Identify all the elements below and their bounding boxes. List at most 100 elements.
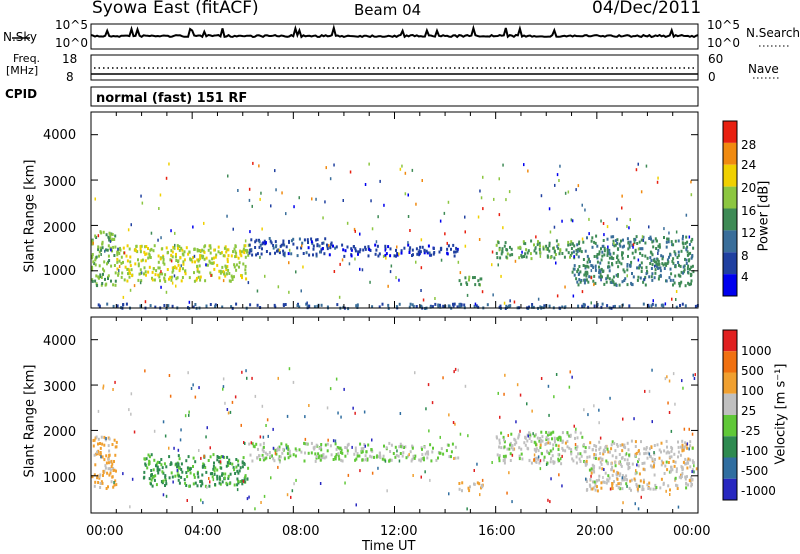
- echo-cell: [643, 447, 646, 451]
- echo-cell: [362, 458, 365, 462]
- echo-cell: [557, 453, 560, 457]
- echo-cell: [684, 284, 687, 288]
- echo-cell: [107, 260, 110, 264]
- echo-cell: [227, 476, 230, 480]
- echo-cell: [102, 272, 104, 276]
- echo-cell: [687, 457, 690, 461]
- echo-cell: [448, 413, 450, 417]
- echo-cell: [614, 243, 617, 247]
- echo-cell: [356, 454, 359, 458]
- echo-cell: [237, 481, 240, 485]
- echo-cell: [439, 247, 442, 251]
- echo-cell: [607, 479, 610, 483]
- echo-cell: [242, 262, 245, 266]
- echo-cell: [186, 475, 189, 479]
- echo-cell: [478, 238, 481, 241]
- echo-cell: [379, 179, 381, 183]
- echo-cell: [213, 248, 216, 252]
- echo-cell: [473, 469, 475, 472]
- echo-cell: [342, 248, 345, 252]
- echo-cell: [272, 446, 275, 450]
- echo-cell: [642, 280, 645, 284]
- echo-cell: [671, 468, 674, 472]
- echo-cell: [575, 188, 577, 192]
- echo-cell: [308, 253, 311, 257]
- echo-cell: [411, 168, 414, 172]
- echo-cell: [111, 462, 114, 466]
- echo-cell: [552, 430, 555, 434]
- echo-cell: [188, 484, 191, 488]
- echo-cell: [601, 254, 604, 258]
- echo-cell: [222, 385, 225, 389]
- echo-cell: [157, 266, 160, 270]
- echo-cell: [235, 263, 238, 267]
- echo-cell: [666, 450, 669, 454]
- echo-cell: [211, 475, 214, 479]
- echo-cell: [208, 259, 211, 263]
- echo-cell: [387, 284, 389, 288]
- echo-cell: [157, 260, 160, 264]
- echo-cell: [108, 231, 111, 235]
- echo-cell: [261, 404, 264, 408]
- echo-cell: [243, 480, 246, 484]
- echo-cell: [220, 251, 223, 255]
- echo-cell: [319, 458, 322, 462]
- echo-cell: [224, 472, 227, 476]
- echo-cell: [128, 408, 130, 412]
- echo-cell: [508, 471, 510, 475]
- echo-cell: [664, 377, 667, 381]
- echo-cell: [214, 466, 217, 470]
- echo-cell: [481, 478, 484, 482]
- echo-cell: [99, 482, 102, 485]
- echo-cell: [682, 245, 685, 249]
- echo-cell: [621, 476, 624, 480]
- echo-cell: [498, 459, 501, 463]
- echo-cell: [234, 250, 237, 254]
- echo-cell: [169, 258, 172, 262]
- echo-cell: [214, 255, 217, 259]
- echo-cell: [348, 262, 351, 266]
- echo-cell: [554, 253, 557, 256]
- echo-cell: [572, 459, 575, 463]
- echo-cell: [314, 452, 317, 456]
- echo-cell: [653, 260, 656, 264]
- echo-cell: [378, 252, 381, 256]
- echo-cell: [287, 252, 290, 256]
- echo-cell: [632, 245, 634, 249]
- echo-cell: [628, 486, 631, 490]
- echo-cell: [453, 250, 456, 254]
- echo-cell: [113, 483, 116, 487]
- echo-cell: [538, 461, 541, 465]
- echo-cell: [108, 473, 111, 477]
- echo-cell: [395, 254, 397, 258]
- echo-cell: [122, 260, 124, 264]
- echo-cell: [225, 266, 228, 269]
- echo-cell: [519, 245, 522, 249]
- echo-cell: [641, 235, 644, 239]
- echo-cell: [349, 170, 352, 174]
- echo-cell: [664, 464, 667, 468]
- echo-cell: [691, 254, 694, 257]
- echo-cell: [226, 455, 229, 459]
- echo-cell: [304, 442, 307, 446]
- echo-cell: [247, 281, 250, 285]
- echo-cell: [339, 446, 342, 450]
- echo-cell: [589, 478, 592, 482]
- echo-cell: [368, 248, 371, 251]
- echo-cell: [511, 500, 513, 504]
- echo-cell: [607, 450, 610, 454]
- echo-cell: [224, 274, 227, 278]
- echo-cell: [621, 245, 624, 249]
- echo-cell: [414, 454, 417, 458]
- echo-cell: [631, 462, 634, 466]
- echo-cell: [634, 502, 636, 506]
- echo-cell: [503, 461, 506, 465]
- echo-cell: [566, 445, 569, 449]
- echo-cell: [177, 448, 180, 452]
- echo-cell: [543, 304, 546, 308]
- echo-cell: [564, 441, 567, 445]
- echo-cell: [650, 275, 653, 279]
- echo-cell: [233, 483, 236, 487]
- echo-cell: [539, 443, 542, 447]
- echo-cell: [582, 240, 585, 244]
